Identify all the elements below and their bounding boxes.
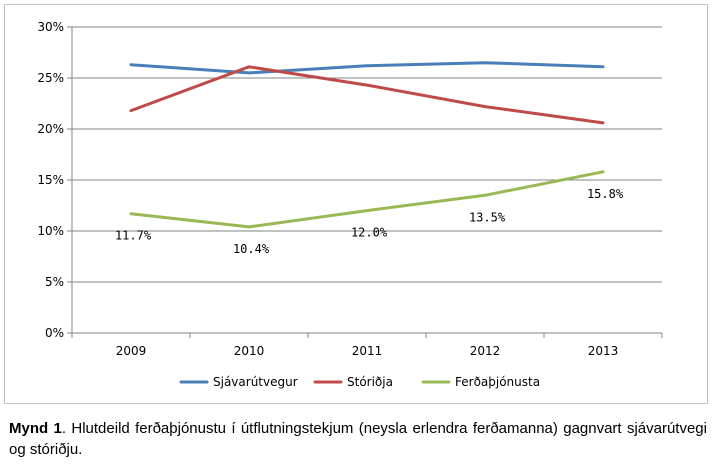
y-tick-label: 10%	[37, 224, 64, 238]
caption-label: Mynd 1	[9, 420, 62, 437]
data-label: 12.0%	[351, 226, 388, 240]
data-label: 11.7%	[115, 229, 152, 243]
data-label: 15.8%	[587, 187, 624, 201]
legend-label: Sjávarútvegur	[213, 375, 298, 389]
line-chart: 0% 5% 10% 15% 20% 25% 30% 2009 2010 2011 2012 2013 1…	[37, 20, 663, 389]
legend-label: Stóriðja	[347, 375, 393, 389]
x-tick-label: 2010	[234, 344, 265, 358]
x-tick-label: 2009	[116, 344, 147, 358]
data-label: 10.4%	[233, 242, 270, 256]
caption-text: . Hlutdeild ferðaþjónustu í útflutningst…	[9, 420, 707, 458]
series-line-2	[129, 65, 605, 125]
chart-frame: 0% 5% 10% 15% 20% 25% 30% 2009 2010 2011 2012 2013 1…	[4, 4, 708, 404]
y-tick-label: 25%	[37, 71, 64, 85]
y-tick-label: 0%	[45, 326, 64, 340]
x-tick-label: 2013	[588, 344, 619, 358]
y-tick-label: 20%	[37, 122, 64, 136]
series-line-3	[129, 170, 605, 229]
figure-caption: Mynd 1. Hlutdeild ferðaþjónustu í útflut…	[9, 418, 707, 460]
legend-label: Ferðaþjónusta	[455, 375, 540, 389]
y-tick-label: 5%	[45, 275, 64, 289]
x-tick-label: 2012	[470, 344, 501, 358]
x-tick-label: 2011	[352, 344, 383, 358]
series-line-1	[129, 61, 605, 75]
y-tick-label: 30%	[37, 20, 64, 34]
y-tick-label: 15%	[37, 173, 64, 187]
data-label: 13.5%	[469, 210, 506, 224]
